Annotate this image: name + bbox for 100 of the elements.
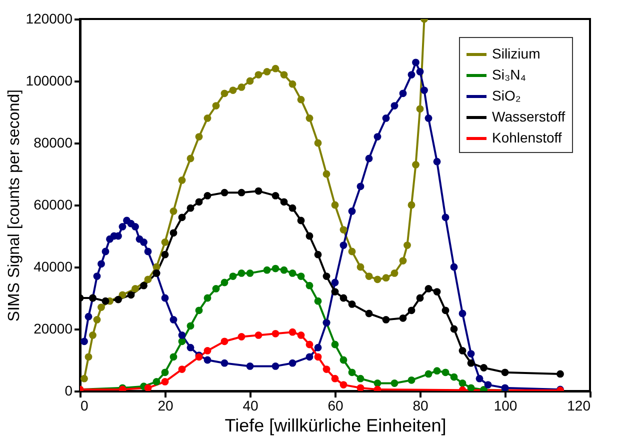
legend-label: Wasserstoff <box>492 108 566 124</box>
point <box>102 297 110 305</box>
point <box>272 330 280 338</box>
point <box>238 270 246 277</box>
point <box>161 378 169 386</box>
point <box>238 333 246 340</box>
point <box>306 282 314 290</box>
point <box>340 242 348 249</box>
point <box>161 294 169 302</box>
point <box>84 353 92 361</box>
point <box>340 226 348 234</box>
point <box>322 366 330 373</box>
point <box>280 266 288 274</box>
point <box>306 232 314 240</box>
point <box>272 264 280 272</box>
y-tick-label: 0 <box>64 382 73 398</box>
point <box>272 192 280 200</box>
point <box>356 263 364 271</box>
point <box>84 312 92 320</box>
point <box>170 316 178 324</box>
point <box>416 105 424 113</box>
point <box>140 282 148 290</box>
legend-label: SiO₂ <box>492 88 521 104</box>
point <box>195 198 203 206</box>
point <box>374 133 382 140</box>
point <box>314 250 322 258</box>
point <box>170 208 178 215</box>
point <box>93 316 101 324</box>
point <box>220 90 228 98</box>
point <box>297 216 305 224</box>
point <box>144 248 152 256</box>
point <box>424 114 432 122</box>
point <box>186 344 194 352</box>
legend-label: Si₃N₄ <box>492 66 526 82</box>
point <box>356 384 364 391</box>
point <box>404 242 411 249</box>
point <box>365 272 373 280</box>
point <box>254 71 262 78</box>
point <box>80 338 88 346</box>
point <box>297 332 305 339</box>
point <box>399 90 407 98</box>
point <box>382 274 390 282</box>
point <box>322 170 330 178</box>
point <box>204 356 212 364</box>
point <box>263 68 271 76</box>
point <box>132 223 139 230</box>
point <box>152 378 160 386</box>
point <box>288 359 296 367</box>
point <box>144 276 152 284</box>
point <box>408 71 416 78</box>
point <box>433 288 441 296</box>
point <box>178 366 186 373</box>
point <box>246 362 254 370</box>
point <box>467 384 475 391</box>
point <box>178 332 186 339</box>
x-tick-label: 40 <box>242 398 258 414</box>
point <box>365 310 373 318</box>
point <box>314 344 322 352</box>
point <box>348 300 356 308</box>
point <box>408 376 416 384</box>
point <box>280 198 288 206</box>
point <box>450 263 458 271</box>
point <box>467 350 475 358</box>
point <box>102 248 110 256</box>
point <box>442 214 450 222</box>
point <box>340 294 348 302</box>
point <box>288 328 296 336</box>
y-axis-title: SIMS Signal [counts per second] <box>6 89 23 322</box>
point <box>297 272 305 280</box>
point <box>331 201 339 209</box>
point <box>390 102 398 110</box>
point <box>195 133 203 140</box>
x-tick-label: 120 <box>567 398 591 414</box>
point <box>356 182 364 190</box>
point <box>314 353 322 361</box>
point <box>424 285 432 292</box>
point <box>416 68 424 76</box>
point <box>442 306 450 314</box>
x-tick-label: 60 <box>328 398 344 414</box>
point <box>246 77 254 85</box>
point <box>348 368 356 376</box>
point <box>272 362 280 370</box>
point <box>420 86 428 94</box>
legend-label: Silizium <box>492 46 540 62</box>
point <box>212 102 220 110</box>
point <box>450 325 458 333</box>
point <box>220 359 228 367</box>
point <box>416 294 424 302</box>
x-tick-label: 20 <box>158 398 174 414</box>
point <box>80 374 88 382</box>
point <box>220 338 228 346</box>
point <box>288 204 296 212</box>
y-tick-label: 80000 <box>34 134 73 150</box>
point <box>170 353 178 361</box>
point <box>314 139 322 147</box>
point <box>246 270 254 277</box>
point <box>229 86 237 94</box>
point <box>433 158 441 166</box>
point <box>220 188 228 196</box>
point <box>144 384 152 391</box>
